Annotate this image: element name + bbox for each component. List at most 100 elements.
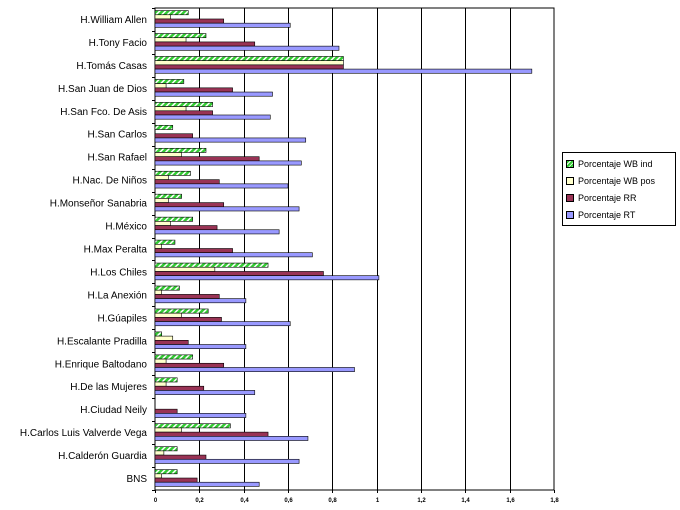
x-tick-label: 0,4: [240, 498, 249, 504]
bar-porcentaje-rr: [154, 179, 220, 185]
bar-porcentaje-rr: [154, 477, 198, 483]
bar-porcentaje-rr: [154, 385, 205, 391]
bar-porcentaje-rr: [154, 248, 233, 253]
bar-porcentaje-wb-ind: [154, 377, 178, 383]
x-tick-label: 1,2: [417, 498, 426, 504]
bar-porcentaje-rt: [154, 206, 300, 212]
bar-porcentaje-rr: [154, 362, 225, 368]
bar-porcentaje-rt: [154, 114, 271, 120]
bar-porcentaje-rr: [154, 294, 220, 299]
bar-porcentaje-rt: [154, 137, 307, 143]
bar-porcentaje-wb-ind: [154, 285, 180, 291]
bar-porcentaje-rt: [154, 91, 273, 97]
bar-porcentaje-rr: [154, 110, 213, 116]
bar-porcentaje-wb-pos: [154, 450, 165, 456]
bar-porcentaje-wb-ind: [154, 469, 178, 475]
bar-porcentaje-wb-ind: [154, 308, 209, 314]
legend-label-wb-pos: Porcentaje WB pos: [578, 175, 656, 186]
category-label: BNS: [126, 474, 147, 485]
bar-porcentaje-rr: [154, 41, 256, 47]
bar-porcentaje-wb-pos: [154, 289, 162, 295]
bar-porcentaje-rt: [154, 68, 533, 74]
bar-porcentaje-rt: [154, 436, 309, 441]
category-label: H.Tomás Casas: [76, 61, 147, 72]
bar-porcentaje-wb-ind: [154, 446, 178, 452]
category-label: H.Enrique Baltodano: [55, 359, 148, 370]
category-label: H.Los Chiles: [90, 267, 147, 278]
category-label: H.Nac. De Niños: [73, 176, 147, 187]
bar-porcentaje-rr: [154, 454, 207, 460]
category-label: H.Max Peralta: [84, 245, 148, 256]
bar-porcentaje-rt: [154, 458, 300, 464]
legend-item-wb-ind: Porcentaje WB ind: [566, 155, 672, 172]
bar-porcentaje-wb-ind: [154, 33, 207, 39]
bar-porcentaje-wb-ind: [154, 423, 231, 429]
bar-porcentaje-rr: [154, 64, 344, 70]
legend-swatch-rt: [566, 210, 574, 219]
bar-porcentaje-wb-ind: [154, 239, 176, 245]
bar-porcentaje-rr: [154, 133, 193, 139]
chart-legend: Porcentaje WB ind Porcentaje WB pos Porc…: [562, 152, 676, 226]
category-label: H.San Juan de Dios: [58, 84, 147, 95]
legend-swatch-wb-ind: [566, 159, 574, 168]
bar-porcentaje-rt: [154, 183, 289, 189]
bar-porcentaje-wb-pos: [154, 175, 169, 180]
bar-porcentaje-rt: [154, 160, 302, 166]
category-label: H.San Rafael: [88, 153, 147, 164]
x-tick-label: 1,6: [506, 498, 515, 504]
bar-porcentaje-wb-ind: [154, 193, 182, 199]
x-tick-label: 1,4: [461, 498, 470, 504]
bar-porcentaje-wb-pos: [154, 312, 182, 318]
legend-label-rt: Porcentaje RT: [578, 209, 636, 220]
bar-porcentaje-rt: [154, 252, 313, 258]
category-label: H.Tony Facio: [89, 38, 148, 49]
category-label: H.La Anexión: [88, 290, 148, 301]
legend-label-rr: Porcentaje RR: [578, 192, 637, 203]
bar-porcentaje-wb-pos: [154, 198, 169, 203]
x-tick-label: 0: [154, 498, 158, 504]
x-tick-label: 1: [376, 498, 380, 504]
bar-porcentaje-rt: [154, 321, 291, 327]
bar-porcentaje-rr: [154, 18, 225, 24]
category-label: H.Ciudad Neily: [80, 405, 147, 416]
bar-porcentaje-rr: [154, 271, 324, 276]
bar-porcentaje-wb-ind: [154, 262, 269, 268]
category-label: H.Escalante Pradilla: [57, 336, 147, 347]
bar-porcentaje-rt: [154, 367, 355, 372]
bar-porcentaje-wb-pos: [154, 244, 162, 249]
bar-porcentaje-rt: [154, 275, 380, 281]
bar-porcentaje-rr: [154, 431, 269, 437]
category-label: H.Carlos Luis Valverde Vega: [20, 428, 148, 439]
bar-porcentaje-wb-ind: [154, 170, 191, 176]
legend-swatch-rr: [566, 193, 574, 202]
bar-porcentaje-rt: [154, 413, 247, 418]
bar-porcentaje-wb-pos: [154, 266, 216, 272]
bar-porcentaje-wb-pos: [154, 358, 167, 364]
legend-item-rr: Porcentaje RR: [566, 189, 672, 206]
x-tick-label: 0,2: [195, 498, 204, 504]
bar-porcentaje-wb-ind: [154, 125, 174, 130]
bar-porcentaje-wb-pos: [154, 473, 162, 479]
category-label: H.México: [105, 222, 147, 233]
bar-porcentaje-wb-ind: [154, 102, 213, 107]
bar-porcentaje-rt: [154, 22, 291, 28]
bar-porcentaje-rt: [154, 481, 260, 487]
bar-porcentaje-rr: [154, 340, 189, 345]
legend-item-wb-pos: Porcentaje WB pos: [566, 172, 672, 189]
bar-porcentaje-rt: [154, 298, 247, 304]
bar-porcentaje-wb-ind: [154, 10, 189, 16]
bar-porcentaje-wb-pos: [154, 37, 187, 43]
category-label: H.De las Mujeres: [70, 382, 147, 393]
bar-porcentaje-wb-pos: [154, 60, 344, 66]
bar-porcentaje-wb-pos: [154, 381, 167, 387]
bar-porcentaje-wb-pos: [154, 106, 187, 112]
bar-porcentaje-rt: [154, 344, 247, 350]
category-label: H.Gúapiles: [98, 313, 147, 324]
category-label: H.San Carlos: [88, 130, 147, 141]
bar-porcentaje-rt: [154, 390, 256, 395]
bar-porcentaje-rr: [154, 408, 178, 414]
x-tick-label: 0,6: [284, 498, 293, 504]
bar-porcentaje-wb-pos: [154, 335, 174, 341]
bar-porcentaje-rr: [154, 87, 233, 93]
